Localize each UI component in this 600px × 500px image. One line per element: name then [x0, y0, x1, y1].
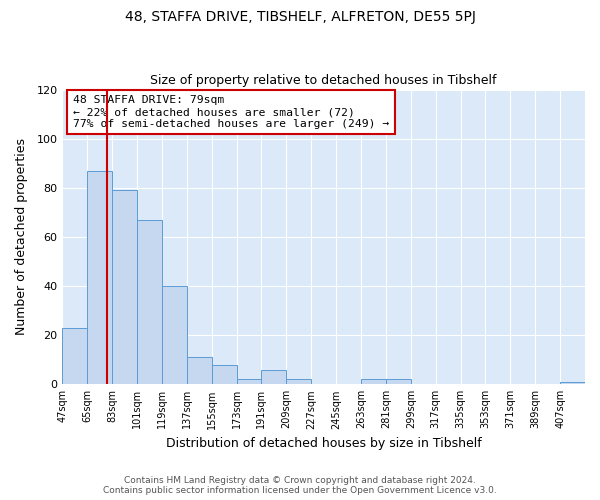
Bar: [560, 382, 585, 384]
Bar: [62, 328, 87, 384]
Bar: [386, 380, 411, 384]
Bar: [236, 380, 262, 384]
Bar: [212, 364, 236, 384]
Bar: [361, 380, 386, 384]
Bar: [137, 220, 162, 384]
Y-axis label: Number of detached properties: Number of detached properties: [15, 138, 28, 336]
Text: 48, STAFFA DRIVE, TIBSHELF, ALFRETON, DE55 5PJ: 48, STAFFA DRIVE, TIBSHELF, ALFRETON, DE…: [125, 10, 475, 24]
Text: Contains HM Land Registry data © Crown copyright and database right 2024.
Contai: Contains HM Land Registry data © Crown c…: [103, 476, 497, 495]
Text: 48 STAFFA DRIVE: 79sqm
← 22% of detached houses are smaller (72)
77% of semi-det: 48 STAFFA DRIVE: 79sqm ← 22% of detached…: [73, 96, 389, 128]
Bar: [162, 286, 187, 384]
X-axis label: Distribution of detached houses by size in Tibshelf: Distribution of detached houses by size …: [166, 437, 482, 450]
Title: Size of property relative to detached houses in Tibshelf: Size of property relative to detached ho…: [151, 74, 497, 87]
Bar: [286, 380, 311, 384]
Bar: [262, 370, 286, 384]
Bar: [87, 170, 112, 384]
Bar: [112, 190, 137, 384]
Bar: [187, 358, 212, 384]
